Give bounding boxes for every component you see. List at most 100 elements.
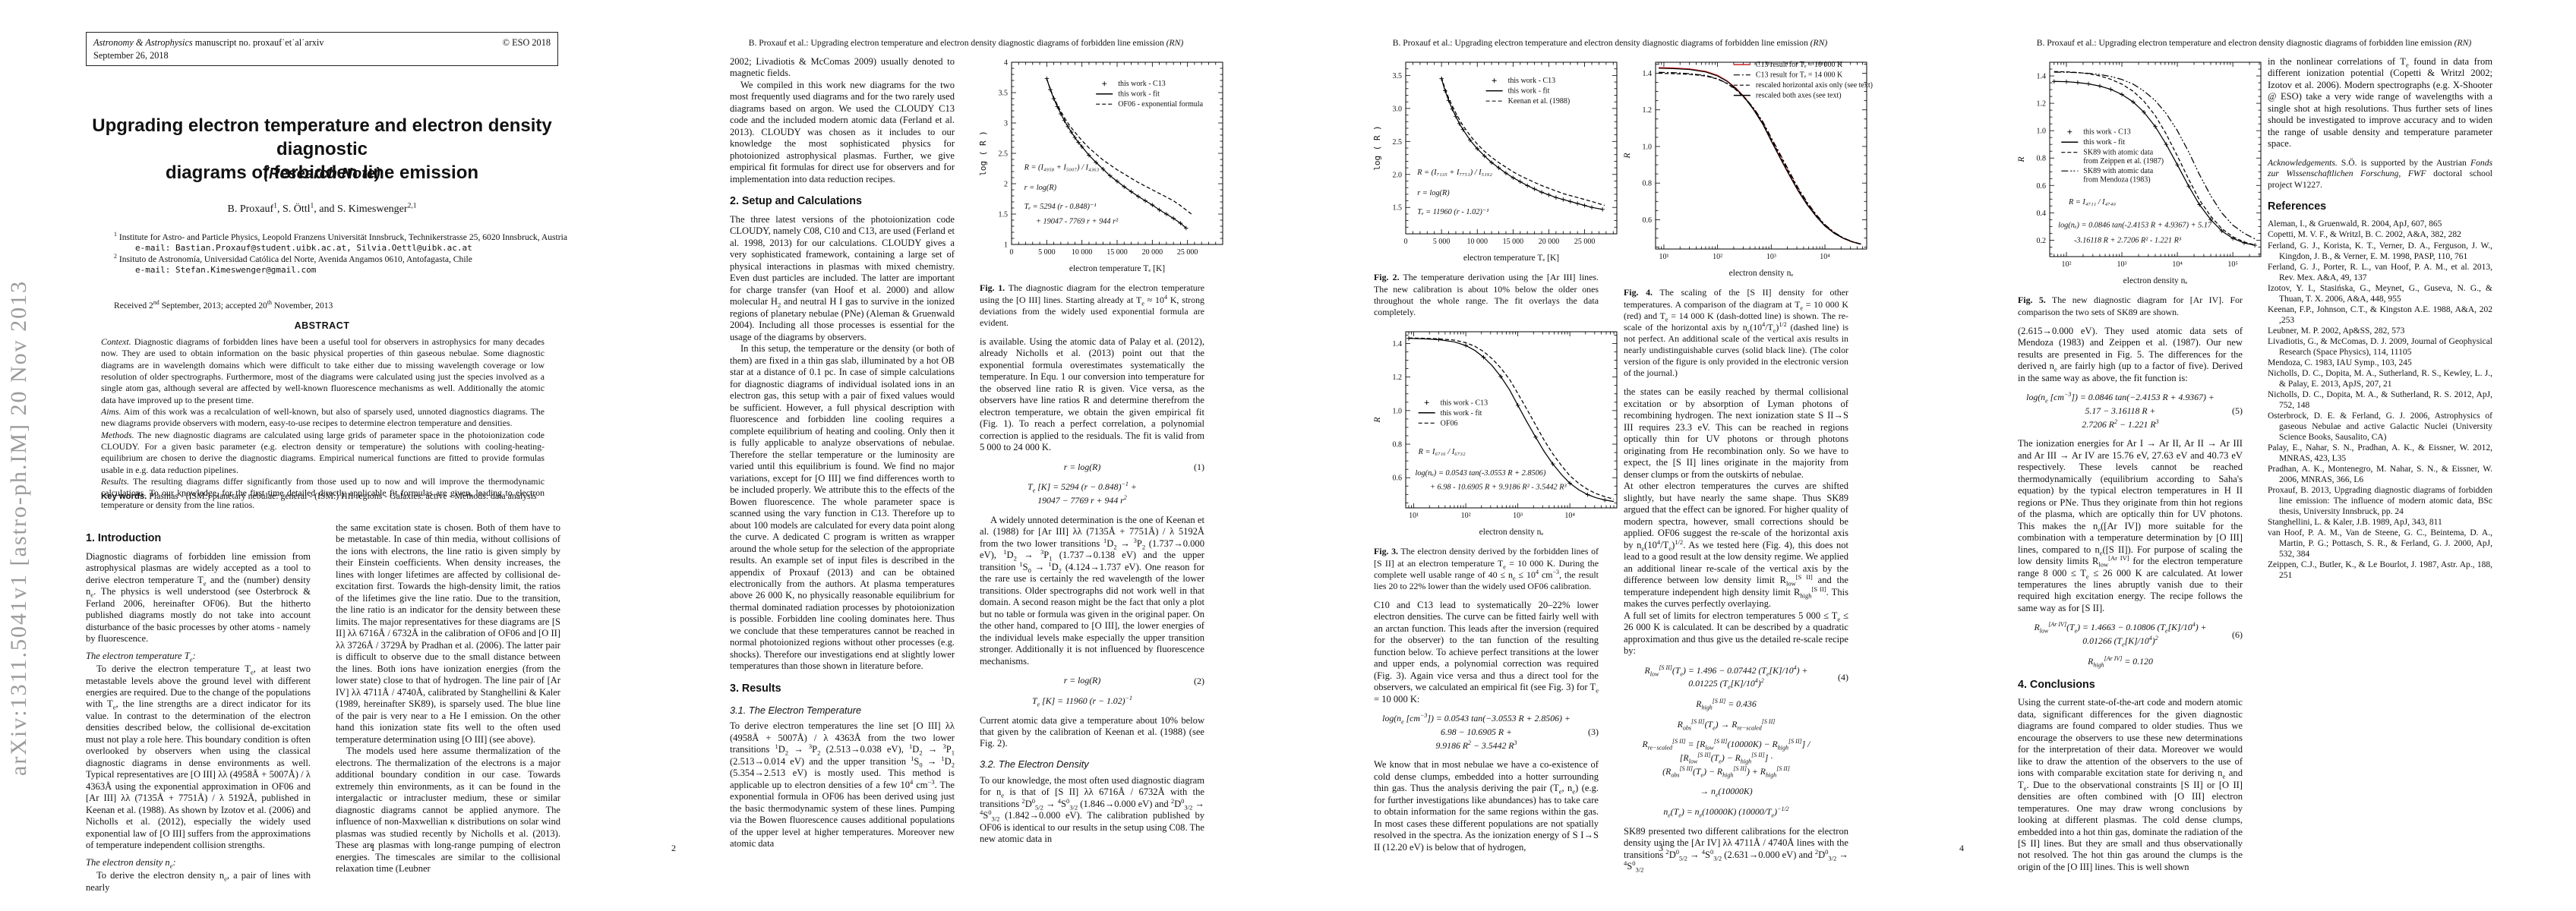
page-1-right-column: the same excitation state is chosen. Bot… [336, 522, 560, 894]
reference-entry: Proxauf, B. 2013, Upgrading diagnostic d… [2268, 485, 2492, 516]
svg-text:+ 6.98 - 10.6905 R + 9.9186 R²: + 6.98 - 10.6905 R + 9.9186 R² - 3.5442 … [1430, 484, 1567, 492]
svg-text:this work - fit: this work - fit [2083, 138, 2125, 147]
affiliation-1: 1 Institute for Astro- and Particle Phys… [114, 232, 570, 254]
svg-text:electron temperature Tₑ [K]: electron temperature Tₑ [K] [1069, 264, 1165, 273]
svg-text:electron density nₑ: electron density nₑ [2123, 276, 2188, 285]
reference-entry: Pradhan, A. K., Montenegro, M. Nahar, S.… [2268, 464, 2492, 484]
section-heading: 1. Introduction [86, 532, 162, 544]
page-4: B. Proxauf et al.: Upgrading electron te… [1932, 0, 2576, 911]
paragraph: To derive electron temperatures the line… [730, 720, 955, 850]
equation-body: log(ne [cm−3]) = 0.0543 tan(−3.0553 R + … [1382, 712, 1571, 751]
svg-text:1.5: 1.5 [1393, 204, 1403, 213]
reference-entry: Copetti, M. V. F., & Writzl, B. C. 2002,… [2268, 230, 2461, 240]
affiliation-1-email: e-mail: Bastian.Proxauf@student.uibk.ac.… [135, 243, 472, 254]
page-3-left-column: 0 5 000 10 000 15 000 20 000 25 000 1.5 2.0 2.5 3… [1371, 56, 1618, 873]
svg-text:SK89 with atomic data: SK89 with atomic data [2083, 167, 2153, 175]
svg-text:4: 4 [1004, 59, 1008, 68]
equation-body: → ne(10000K) [1700, 786, 1753, 799]
svg-text:0.6: 0.6 [1643, 216, 1653, 225]
paragraph: We compiled in this work new diagrams fo… [730, 79, 955, 184]
page-2-columns: 2002; Livadiotis & McComas 2009) usually… [730, 56, 1223, 850]
svg-text:r = log(R): r = log(R) [1024, 184, 1057, 192]
reference-entry: Osterbrock, D. E. & Ferland, G. J. 2006,… [2268, 411, 2492, 442]
paragraph: To our knowledge, the most often used di… [980, 774, 1204, 845]
svg-text:1.2: 1.2 [2037, 100, 2047, 109]
reference-entry: Palay, E., Nahar, S. N., Pradhan, A. K.,… [2268, 443, 2492, 463]
equation-body: log(ne [cm−3]) = 0.0846 tan(−2.4153 R + … [2026, 391, 2215, 430]
equation-body: ne(Te) = ne(10000K) (10000/Te)−1/2 [1663, 805, 1789, 819]
svg-text:log ( R ): log ( R ) [978, 131, 988, 176]
reference-entry: Livadiotis, G., & McComas, D. J. 2009, J… [2268, 336, 2492, 357]
title-line-2: diagrams of forbidden line emission [165, 162, 479, 184]
abstract-aims: Aims. Aim of this work was a recalculati… [101, 406, 545, 430]
svg-text:3.0: 3.0 [1393, 105, 1403, 113]
svg-text:1.4: 1.4 [1643, 70, 1653, 78]
svg-text:-3.16118 R + 2.7206 R² - 1.221: -3.16118 R + 2.7206 R² - 1.221 R³ [2074, 237, 2182, 245]
svg-text:5 000: 5 000 [1433, 238, 1451, 246]
equation-body: r = log(R) [1063, 461, 1101, 472]
reference-entry: van Hoof, P. A. M., Van de Steene, G. C.… [2268, 528, 2492, 559]
equation: Rlow[S II](Te) = 1.496 − 0.07442 (Te[K]/… [1624, 664, 1849, 691]
affiliation-1-text: Institute for Astro- and Particle Physic… [118, 232, 567, 242]
svg-text:R: R [1623, 153, 1632, 159]
acknowledgements: Acknowledgements. S.Ö. is supported by t… [2268, 157, 2492, 190]
paragraph: The ionization energies for Ar I → Ar II… [2018, 438, 2243, 613]
keywords-label: Key words. [101, 492, 147, 501]
figure-caption: Fig. 3. The electron density derived by … [1374, 546, 1599, 591]
svg-text:1.0: 1.0 [1643, 143, 1653, 151]
svg-text:electron density nₑ: electron density nₑ [1729, 269, 1794, 278]
abstract-results-label: Results. [101, 475, 130, 487]
reference-entry: Nicholls, D. C., Dopita, M. A., Sutherla… [2268, 368, 2492, 389]
figure-chart: 10¹ 10² 10³ 10⁴ 0.6 0.8 1.0 1.2 1.4 electron dens… [1373, 331, 1618, 537]
svg-text:from Mendoza (1983): from Mendoza (1983) [2083, 176, 2150, 184]
equation-body: Rhigh[Ar IV] = 0.120 [2088, 654, 2153, 669]
page-2-left-column: 2002; Livadiotis & McComas 2009) usually… [730, 56, 955, 850]
paragraph: A widely unnoted determination is the on… [980, 514, 1205, 667]
equation: Rhigh[Ar IV] = 0.120 [2018, 655, 2243, 669]
svg-text:10²: 10² [2061, 260, 2071, 269]
svg-text:10⁴: 10⁴ [1564, 512, 1575, 520]
svg-text:Tₑ = 5294 (r - 0.848)⁻¹: Tₑ = 5294 (r - 0.848)⁻¹ [1024, 203, 1097, 211]
subsection-heading: 3.1. The Electron Temperature [730, 704, 862, 716]
figure-caption: Fig. 5. The new diagnostic diagram for [… [2018, 295, 2243, 317]
paragraph: SK89 presented two different calibration… [1624, 825, 1848, 874]
equation-body: Robs[S II](Te) → Rre−scaled[S II] [1677, 717, 1776, 731]
reference-entry: Stanghellini, L. & Kaler, J.B. 1989, ApJ… [2268, 517, 2442, 527]
reference-entry: Leubner, M. P. 2002, Ap&SS, 282, 573 [2268, 326, 2405, 336]
page-number-2: 2 [671, 843, 676, 853]
svg-text:10 000: 10 000 [1466, 238, 1488, 246]
svg-text:10⁴: 10⁴ [1820, 253, 1830, 261]
running-head: B. Proxauf et al.: Upgrading electron te… [2036, 38, 2472, 48]
svg-text:3.5: 3.5 [999, 90, 1009, 98]
svg-text:20 000: 20 000 [1539, 238, 1560, 246]
section-heading: 3. Results [730, 682, 781, 695]
equation-number: (1) [1194, 462, 1204, 473]
svg-text:0.6: 0.6 [2037, 182, 2047, 191]
svg-text:1.4: 1.4 [2037, 73, 2047, 81]
equation-number: (2) [1194, 675, 1204, 686]
page-3-columns: 0 5 000 10 000 15 000 20 000 25 000 1.5 2.0 2.5 3… [1371, 56, 1873, 874]
page-3-right-column: 10¹ 10² 10³ 10⁴ 0.6 0.8 1.0 1.2 1.4 electron dens… [1623, 56, 1873, 874]
svg-text:10⁴: 10⁴ [2172, 260, 2183, 269]
equation: → ne(10000K) [1624, 785, 1848, 799]
svg-text:+ 19047 - 7769 r + 944 r²: + 19047 - 7769 r + 944 r² [1036, 217, 1119, 225]
equation-body: Rhigh[S II] = 0.436 [1696, 697, 1757, 711]
figure-caption: Fig. 4. The scaling of the [S II] densit… [1624, 287, 1848, 379]
svg-text:this work - fit: this work - fit [1118, 90, 1160, 99]
abstract-aims-label: Aims. [101, 405, 122, 417]
figure: 0 5 000 10 000 15 000 20 000 25 000 1.5 2.0 2.5 3… [1371, 56, 1618, 318]
svg-text:0.8: 0.8 [2037, 155, 2047, 163]
svg-text:R = (I₄₉₅₈ + I₅₀₀₇) / I₄₃₆₃: R = (I₄₉₅₈ + I₅₀₀₇) / I₄₃₆₃ [1024, 164, 1100, 172]
svg-text:0.6: 0.6 [1393, 474, 1403, 483]
abstract-aims-text: Aim of this work was a recalculation of … [101, 405, 545, 429]
svg-text:0.4: 0.4 [2037, 210, 2047, 218]
svg-text:0.2: 0.2 [2037, 237, 2047, 245]
paragraph: the same excitation state is chosen. Bot… [336, 522, 560, 745]
journal-name: Astronomy & Astrophysics [93, 37, 193, 48]
svg-text:1.0: 1.0 [2037, 128, 2047, 136]
paragraph: is available. Using the atomic data of P… [980, 336, 1204, 453]
figure-chart: 0 5 000 10 000 15 000 20 000 25 000 1 1.5 2 2.5 3 3… [978, 59, 1223, 273]
equation: log(ne [cm−3]) = 0.0543 tan(−3.0553 R + … [1374, 712, 1599, 752]
svg-text:OF06: OF06 [1441, 419, 1458, 427]
